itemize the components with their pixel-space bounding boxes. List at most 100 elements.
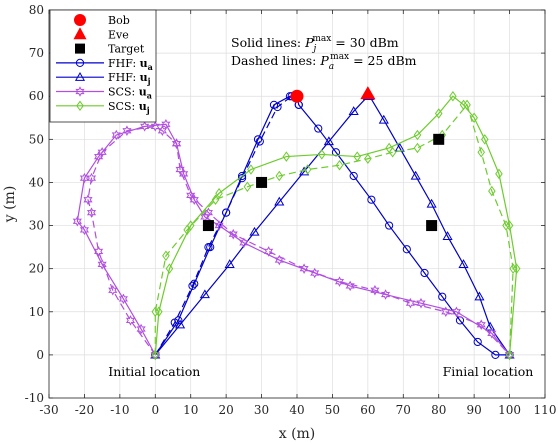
annotation-2: Dashed lines: Pamax = 25 dBm <box>231 52 417 72</box>
legend-entry-fhf_ua: FHF: ua <box>56 57 153 72</box>
series-point-fhf_ua_solid <box>491 350 500 359</box>
series-point-scs_uj_dashed <box>243 181 252 193</box>
series-point-scs_uj_dashed <box>303 164 312 175</box>
x-tick-label: 110 <box>534 403 557 417</box>
series-point-scs_ua_solid <box>111 129 121 141</box>
series-point-scs_ua_dashed <box>370 284 380 296</box>
series-point-scs_ua_solid <box>239 237 249 249</box>
series-point-scs_uj_dashed <box>335 159 344 171</box>
target-marker-4 <box>433 133 445 145</box>
series-point-scs_uj_dashed <box>275 170 284 182</box>
series-point-scs_uj_dashed <box>162 250 170 261</box>
series-point-scs_uj_dashed <box>211 194 220 205</box>
legend-entry-eve: Eve <box>73 27 129 41</box>
series-point-scs_uj_solid <box>449 90 457 102</box>
series-point-scs_uj_dashed <box>477 147 486 158</box>
annotation-1: Solid lines: Pjmax = 30 dBm <box>231 34 399 54</box>
series-point-scs_ua_dashed <box>228 228 238 240</box>
legend-label-fhf_uj: FHF: uj <box>108 71 151 86</box>
series-point-fhf_ua_solid <box>253 135 263 144</box>
series-point-scs_ua_dashed <box>86 207 97 218</box>
series-point-fhf_uj_solid <box>274 196 285 206</box>
legend-label-scs_ua: SCS: ua <box>108 86 152 101</box>
y-tick-label: -10 <box>25 391 44 405</box>
target-marker-3 <box>426 220 438 232</box>
legend-label-scs_uj: SCS: uj <box>108 100 150 115</box>
y-tick-label: 0 <box>36 348 44 362</box>
target-marker-1 <box>202 220 214 232</box>
x-tick-label: -30 <box>39 403 58 417</box>
series-point-scs_ua_solid <box>97 259 107 270</box>
series-point-scs_ua_dashed <box>171 138 182 149</box>
series-point-scs_ua_dashed <box>94 246 104 257</box>
eve-marker <box>360 86 376 100</box>
y-tick-label: 40 <box>29 175 44 189</box>
series-point-scs_ua_solid <box>416 297 426 309</box>
series-point-fhf_uj_solid <box>426 198 437 208</box>
series-point-scs_uj_dashed <box>509 263 517 274</box>
legend-marker-scs_uj <box>76 100 84 112</box>
series-point-scs_uj_solid <box>318 149 326 160</box>
series-point-scs_ua_dashed <box>97 146 107 158</box>
series-point-scs_ua_dashed <box>175 164 185 175</box>
series-point-scs_uj_solid <box>155 306 163 318</box>
target-marker-2 <box>256 176 268 188</box>
legend-entry-scs_uj: SCS: uj <box>56 100 150 115</box>
x-tick-label: 20 <box>219 403 234 417</box>
legend-target-marker <box>75 43 85 54</box>
series-point-scs_uj_solid <box>247 164 255 175</box>
x-tick-label: 80 <box>431 403 446 417</box>
x-tick-label: 0 <box>151 403 159 417</box>
series-scs_uj_dashed <box>151 99 517 361</box>
series-point-scs_uj_solid <box>413 129 422 141</box>
series-point-scs_ua_dashed <box>108 284 118 296</box>
series-point-scs_ua_dashed <box>122 125 132 136</box>
series-point-fhf_ua_solid <box>420 268 429 278</box>
series-line-scs_uj_solid <box>154 95 518 355</box>
x-tick-label: 60 <box>360 403 375 417</box>
points-layer <box>202 86 445 232</box>
y-tick-label: 80 <box>29 3 44 17</box>
series-point-scs_uj_dashed <box>463 99 471 111</box>
series-point-scs_ua_solid <box>189 194 199 205</box>
series-point-scs_uj_dashed <box>151 349 160 361</box>
series-point-fhf_uj_solid <box>175 319 186 329</box>
series-point-fhf_uj_solid <box>224 259 235 269</box>
series-point-fhf_uj_solid <box>348 106 359 115</box>
series-point-scs_ua_solid <box>136 323 146 335</box>
series-point-fhf_ua_solid <box>473 337 482 347</box>
series-point-scs_ua_solid <box>214 220 224 231</box>
y-tick-label: 60 <box>29 89 44 103</box>
y-axis-label: y (m) <box>2 186 18 224</box>
series-point-scs_ua_solid <box>118 293 128 305</box>
series-point-fhf_ua_solid <box>402 245 411 254</box>
series-point-scs_uj_dashed <box>151 306 160 318</box>
series-point-scs_ua_solid <box>79 224 90 236</box>
y-tick-label: 10 <box>29 305 44 319</box>
series-point-fhf_ua_solid <box>349 171 358 181</box>
x-tick-label: 90 <box>467 403 482 417</box>
legend-box <box>49 9 157 123</box>
x-axis-label: x (m) <box>279 426 316 442</box>
y-tick-label: 70 <box>29 46 44 60</box>
bob-marker <box>290 89 304 103</box>
series-point-scs_uj_dashed <box>364 153 372 164</box>
series-point-scs_ua_dashed <box>441 306 451 318</box>
series-point-fhf_ua_solid <box>237 171 247 181</box>
series-point-fhf_ua_solid <box>367 195 376 204</box>
series-point-fhf_uj_solid <box>485 321 496 331</box>
series-point-scs_ua_dashed <box>125 315 136 326</box>
series-point-scs_uj_solid <box>434 108 443 119</box>
series-point-fhf_ua_dashed <box>273 102 282 112</box>
series-point-fhf_uj_solid <box>199 289 210 299</box>
series-point-scs_uj_dashed <box>488 185 496 197</box>
series-point-fhf_ua_solid <box>314 124 323 133</box>
y-tick-label: 20 <box>29 262 44 276</box>
y-tick-label: 30 <box>29 219 44 233</box>
series-point-scs_ua_dashed <box>186 190 196 201</box>
ticks: -30 -20 -10 0 10 20 30 40 50 60 70 80 90 100 110 -10 0 10… <box>25 3 557 417</box>
series-point-scs_ua_dashed <box>334 276 345 287</box>
series-point-fhf_ua_solid <box>190 279 199 288</box>
